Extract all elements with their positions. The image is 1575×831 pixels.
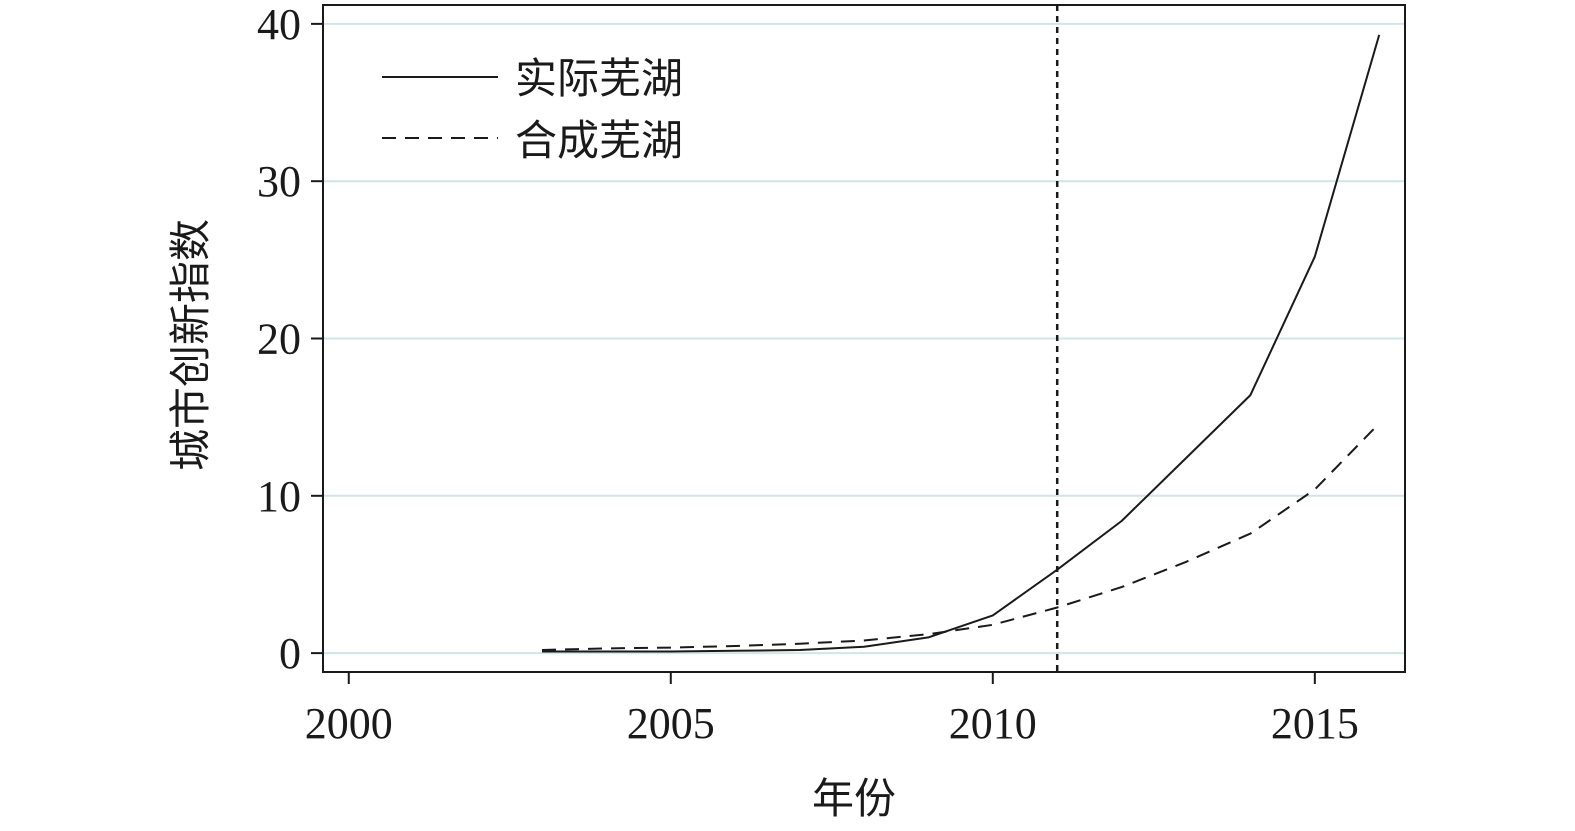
y-axis-title: 城市创新指数 bbox=[166, 219, 215, 471]
series-line-synthetic bbox=[541, 422, 1380, 651]
legend-label-actual: 实际芜湖 bbox=[515, 54, 683, 103]
legend: 实际芜湖 合成芜湖 bbox=[382, 54, 683, 165]
legend-label-synthetic: 合成芜湖 bbox=[515, 116, 683, 165]
x-axis-title: 年份 bbox=[812, 774, 896, 823]
series-line-actual bbox=[542, 34, 1381, 653]
y-axis: 0 10 20 30 40 bbox=[257, 0, 323, 678]
x-tick-label: 2015 bbox=[1271, 699, 1359, 748]
series-group bbox=[541, 34, 1381, 653]
y-tick-label: 20 bbox=[257, 315, 301, 364]
y-tick-label: 30 bbox=[257, 157, 301, 206]
x-tick-label: 2000 bbox=[305, 699, 393, 748]
y-tick-label: 40 bbox=[257, 0, 301, 49]
x-tick-label: 2005 bbox=[627, 699, 715, 748]
x-tick-label: 2010 bbox=[949, 699, 1037, 748]
x-axis: 2000 2005 2010 2015 bbox=[305, 672, 1359, 748]
y-tick-label: 10 bbox=[257, 472, 301, 521]
y-tick-label: 0 bbox=[279, 629, 301, 678]
gridlines bbox=[323, 22, 1405, 655]
